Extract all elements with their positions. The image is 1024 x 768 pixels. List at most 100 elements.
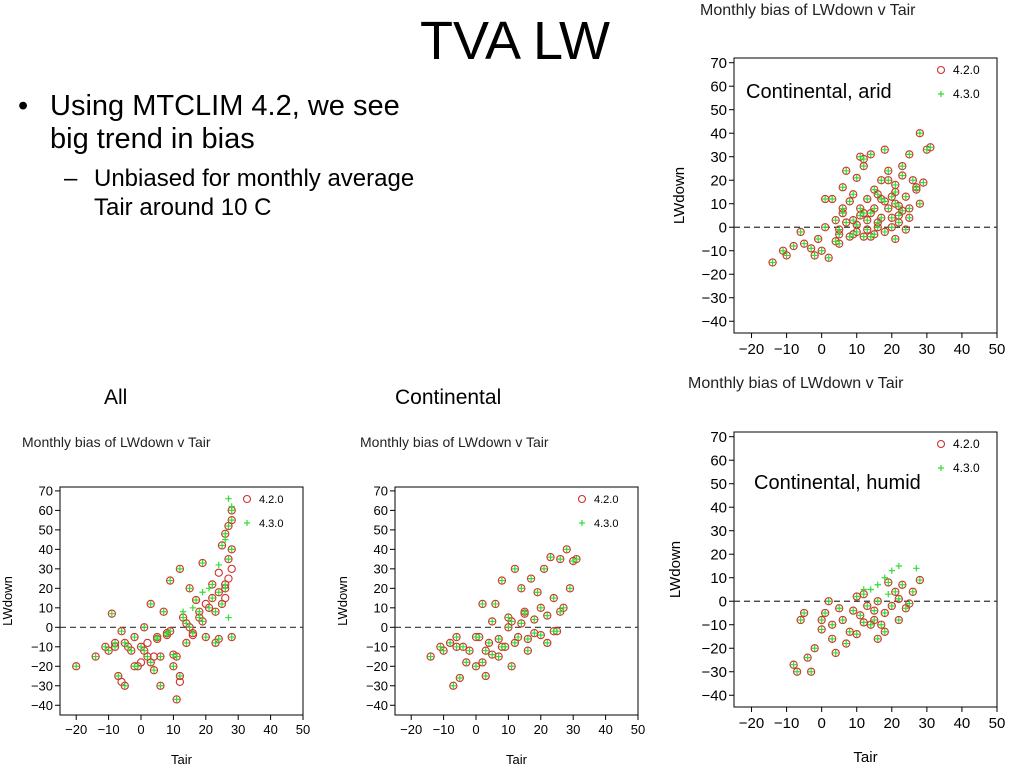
bullet-dot-icon: • (18, 90, 29, 122)
point-4.2.0 (863, 225, 872, 234)
point-4.3.0 (836, 240, 843, 247)
point-4.3.0 (902, 605, 910, 612)
point-4.3.0 (832, 216, 839, 224)
point-4.3.0 (853, 174, 860, 182)
y-tick-label: 10 (710, 570, 727, 587)
x-tick-label: 20 (883, 341, 900, 358)
point-4.3.0 (892, 235, 899, 243)
x-tick-label: 10 (166, 722, 180, 737)
point-4.3.0 (790, 661, 797, 668)
point-4.3.0 (121, 639, 128, 647)
point-4.2.0 (439, 646, 448, 655)
point-4.3.0 (867, 586, 874, 593)
point-4.3.0 (895, 202, 903, 210)
point-4.2.0 (143, 638, 152, 648)
point-4.2.0 (104, 646, 113, 655)
point-4.2.0 (870, 615, 879, 625)
legend-marker-4.2.0 (242, 494, 252, 504)
point-4.3.0 (160, 608, 167, 615)
point-4.3.0 (212, 608, 219, 615)
point-4.2.0 (838, 183, 847, 192)
point-4.3.0 (860, 586, 867, 593)
point-4.2.0 (796, 615, 805, 625)
point-4.3.0 (495, 635, 502, 643)
point-4.2.0 (887, 601, 896, 611)
point-4.3.0 (895, 219, 903, 226)
point-4.2.0 (898, 171, 907, 180)
y-tick-label: 20 (374, 581, 388, 596)
point-4.3.0 (531, 616, 538, 623)
point-4.3.0 (183, 620, 190, 627)
point-4.2.0 (221, 593, 230, 603)
point-4.2.0 (530, 615, 539, 624)
point-4.3.0 (228, 516, 235, 524)
point-4.3.0 (518, 620, 525, 627)
point-4.3.0 (111, 643, 119, 650)
point-4.2.0 (789, 660, 798, 669)
point-4.3.0 (913, 184, 920, 191)
point-4.3.0 (186, 624, 193, 631)
point-4.3.0 (544, 612, 551, 619)
point-4.3.0 (843, 640, 850, 647)
legend-label-4.3.0: 4.3.0 (594, 518, 618, 530)
point-4.2.0 (901, 192, 910, 201)
point-4.3.0 (453, 633, 460, 641)
point-4.3.0 (524, 635, 532, 643)
point-4.3.0 (518, 585, 525, 592)
y-tick-label: −20 (702, 640, 727, 657)
point-4.3.0 (902, 193, 910, 200)
point-4.3.0 (888, 602, 895, 610)
point-4.3.0 (881, 146, 888, 153)
point-4.2.0 (201, 599, 210, 609)
plot-frame (394, 486, 639, 716)
point-4.3.0 (867, 209, 874, 217)
point-4.3.0 (878, 177, 885, 184)
point-4.3.0 (570, 557, 577, 565)
point-4.2.0 (175, 671, 185, 681)
point-4.2.0 (905, 213, 914, 222)
point-4.3.0 (895, 616, 903, 624)
point-4.2.0 (159, 607, 168, 616)
point-4.3.0 (115, 672, 122, 680)
point-4.2.0 (905, 150, 914, 159)
point-4.2.0 (877, 620, 886, 629)
chart-title: Monthly bias of LWdown v Tair (22, 434, 211, 450)
point-4.3.0 (183, 639, 190, 647)
point-4.3.0 (864, 226, 871, 233)
y-tick-label: −30 (31, 678, 53, 693)
y-tick-label: 60 (710, 78, 727, 95)
point-4.2.0 (491, 599, 500, 609)
point-4.3.0 (176, 672, 184, 680)
point-4.3.0 (199, 618, 206, 625)
point-4.2.0 (782, 251, 791, 260)
point-4.3.0 (885, 167, 892, 175)
point-4.3.0 (797, 616, 804, 624)
point-4.3.0 (485, 639, 493, 647)
y-tick-label: 70 (39, 483, 53, 498)
point-4.2.0 (120, 638, 129, 648)
point-4.3.0 (456, 674, 463, 682)
point-4.3.0 (864, 216, 871, 224)
point-4.2.0 (863, 216, 872, 225)
y-tick-label: 0 (719, 219, 727, 236)
chart-title: Monthly bias of LWdown v Tair (688, 375, 904, 392)
point-4.3.0 (228, 633, 235, 641)
point-4.3.0 (222, 530, 229, 537)
bullet-list: • Using MTCLIM 4.2, we see big trend in … (18, 90, 438, 222)
y-tick-label: 60 (39, 503, 53, 518)
bullet-main-text: Using MTCLIM 4.2, we see big trend in bi… (50, 90, 400, 155)
point-4.3.0 (885, 177, 892, 184)
point-4.3.0 (867, 233, 874, 240)
point-4.3.0 (779, 247, 787, 254)
point-4.3.0 (836, 605, 843, 612)
point-4.2.0 (838, 615, 847, 625)
point-4.3.0 (857, 153, 864, 160)
point-4.3.0 (225, 614, 232, 621)
point-4.3.0 (550, 628, 557, 635)
point-4.2.0 (828, 194, 837, 204)
point-4.2.0 (166, 576, 175, 585)
point-4.3.0 (472, 663, 480, 670)
point-4.3.0 (832, 238, 839, 245)
x-tick-label: 30 (231, 722, 245, 737)
point-4.3.0 (857, 612, 864, 619)
